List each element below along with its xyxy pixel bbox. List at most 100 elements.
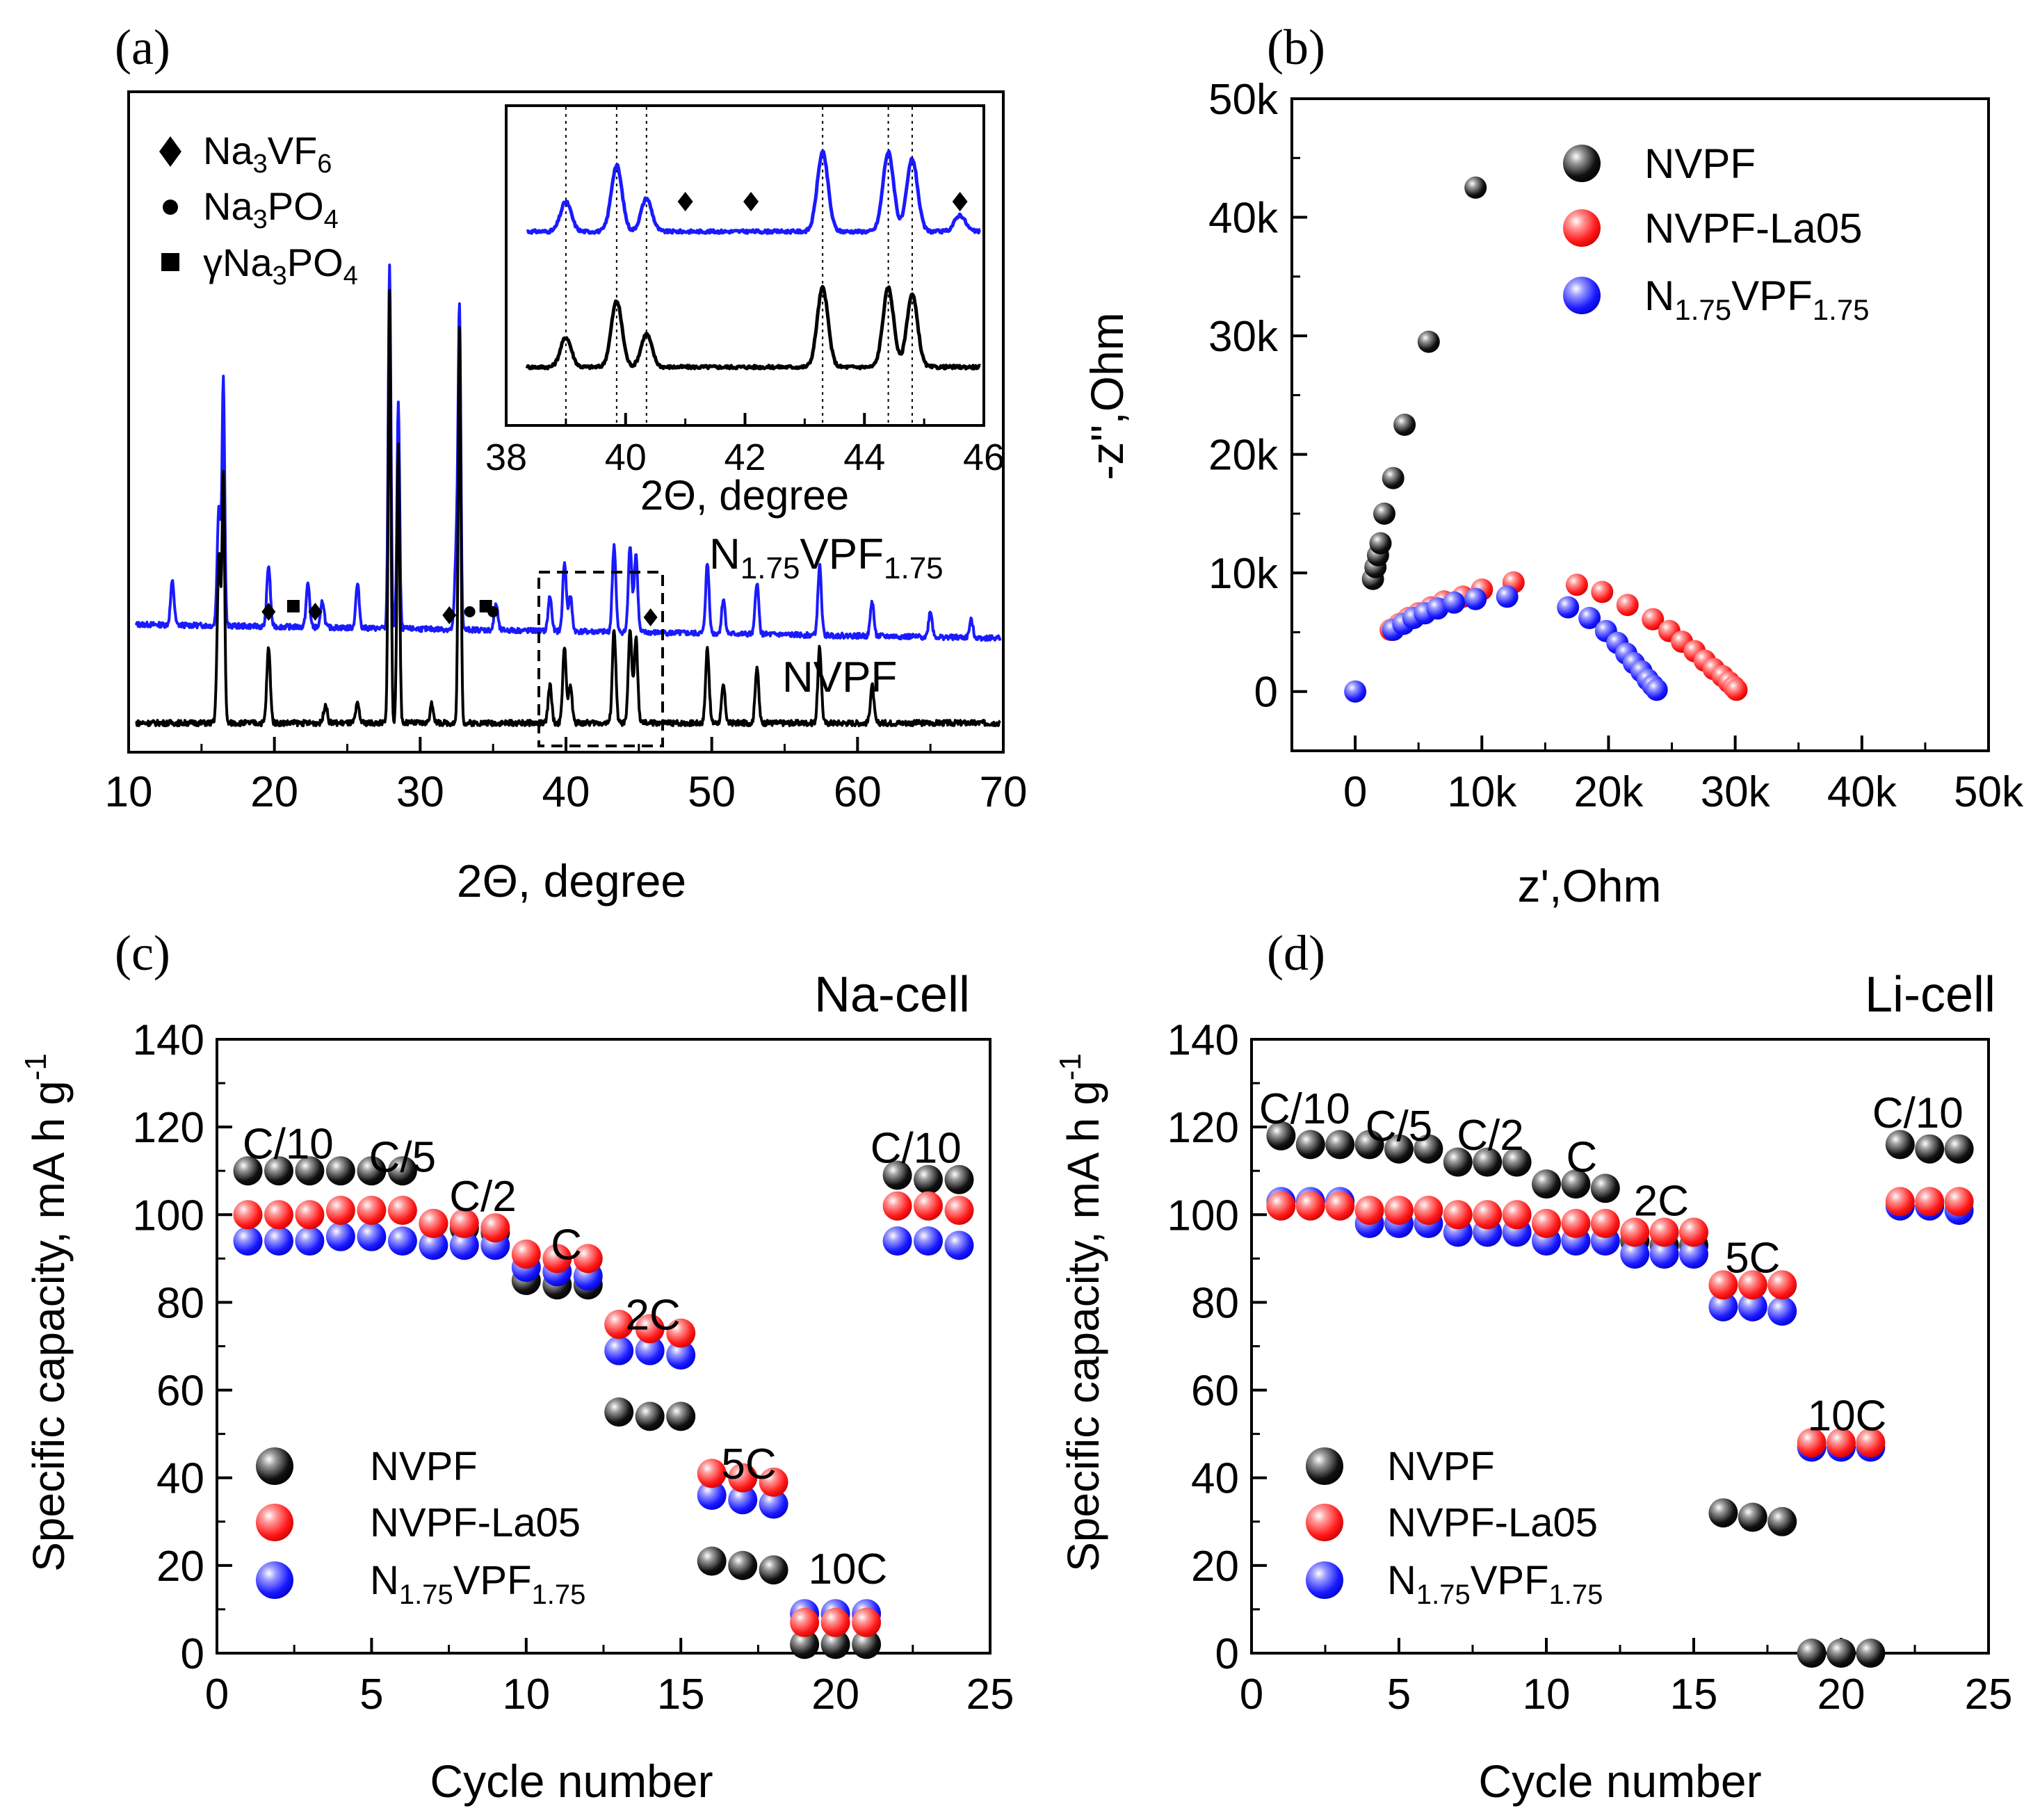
point-nvpf-la05 [1856,1428,1886,1458]
y-tick-label: 120 [133,1104,204,1152]
point-nvpf [666,1401,696,1431]
panel-c-label: (c) [115,925,170,981]
rate-label: C [551,1221,582,1269]
phase-diamond-marker [643,608,658,626]
point-nvpf-la05 [1767,1270,1797,1300]
point-nvpf [604,1397,634,1427]
panel-a-series-label-n175: N1.75VPF1.75 [709,530,944,585]
legend-n175-marker [1563,277,1601,314]
point-n1-75vpf1-75 [1649,1240,1679,1269]
point-n1-75vpf1-75 [1767,1297,1797,1326]
rate-label: 2C [1634,1177,1689,1225]
inset-diamond-marker [952,192,968,211]
point-nvpf-la05 [480,1213,510,1243]
point-nvpf [1295,1130,1325,1160]
y-tick-label: 20k [1208,432,1279,480]
point-nvpf-la05 [1642,608,1665,631]
y-tick-label: 30k [1208,313,1279,361]
point-nvpf-la05 [1708,1270,1738,1300]
y-tick-label: 140 [1167,1016,1239,1064]
y-tick-label: 0 [1254,669,1278,717]
point-nvpf-la05 [1443,1200,1473,1230]
point-n1-75vpf1-75 [759,1489,788,1519]
point-nvpf-la05 [1295,1191,1325,1221]
point-nvpf [820,1630,850,1659]
panel-c-y-label: Specific capacity, mA h g-1 [19,1053,74,1572]
point-nvpf [295,1156,325,1186]
point-nvpf [1417,330,1440,353]
panel-b-points [1344,176,1748,703]
panel-c-axes: 0 5 10 15 20 25 0 20 40 60 80 100 120 140 [133,1016,1014,1719]
inset-x-tick-label: 46 [963,437,1005,478]
point-nvpf-la05 [264,1200,293,1230]
inset-frame [505,104,985,427]
panel-d-axes: 0 5 10 15 20 25 0 20 40 60 80 100 120 140 [1167,1016,2013,1719]
y-tick-label: 100 [1167,1192,1239,1240]
point-nvpf-la05 [728,1463,758,1493]
legend-circle-marker [163,200,178,215]
inset-diamond-marker [743,192,759,211]
panel-d-legend: NVPF NVPF-La05 N1.75VPF1.75 [1306,1444,1603,1610]
x-tick-label: 5 [1387,1671,1411,1719]
point-nvpf [357,1156,387,1186]
point-nvpf [233,1156,263,1186]
x-tick-label: 0 [1343,768,1367,816]
point-nvpf [1944,1134,1974,1164]
point-nvpf [728,1550,758,1580]
panel-a-inset: 38 40 42 44 46 2Θ, degree [485,104,1005,519]
point-nvpf [1464,176,1487,199]
point-nvpf [1708,1498,1738,1528]
rate-label: 5C [1725,1234,1780,1282]
point-nvpf-la05 [1590,1208,1620,1238]
point-nvpf-la05 [1738,1270,1767,1300]
point-nvpf-la05 [1565,574,1588,596]
panel-d-points [1266,1121,1974,1668]
point-n1-75vpf1-75 [1708,1292,1738,1322]
point-nvpf [944,1164,974,1194]
y-tick-label: 40 [156,1455,204,1503]
panel-a-x-ticks: 10 20 30 40 50 60 70 [105,737,1027,816]
point-nvpf-la05 [542,1244,572,1274]
point-nvpf-la05 [1725,679,1748,701]
x-tick-label: 10 [502,1671,550,1719]
point-nvpf [1915,1134,1945,1164]
y-tick-label: 0 [181,1630,204,1678]
x-tick-label: 10k [1447,768,1517,816]
point-nvpf-la05 [511,1240,541,1269]
rate-label: 2C [626,1291,681,1339]
point-nvpf [1590,1173,1620,1203]
point-nvpf-la05 [1915,1187,1945,1217]
panel-b-label: (b) [1267,19,1325,75]
point-nvpf [264,1156,293,1186]
point-nvpf [1502,1147,1532,1177]
point-n1-75vpf1-75 [635,1335,665,1365]
point-n1-75vpf1-75 [1344,680,1367,703]
x-tick-label: 5 [359,1671,383,1719]
x-tick-label: 0 [205,1671,229,1719]
x-tick-label: 10 [105,768,153,816]
point-nvpf [852,1630,882,1659]
point-n1-75vpf1-75 [357,1221,387,1251]
point-nvpf [1532,1169,1561,1199]
point-nvpf-la05 [295,1200,325,1230]
point-nvpf-la05 [852,1607,882,1637]
pattern-n1-75vpf1-75 [134,263,1002,642]
legend-n175: N1.75VPF1.75 [1644,273,1870,326]
legend-la05: NVPF-La05 [1644,205,1862,252]
inset-pattern-nvpf [525,284,982,371]
point-nvpf [635,1401,665,1431]
panel-b-frame [1290,97,1990,752]
panel-d: (d) 0 5 10 15 20 25 0 20 40 60 80 100 120 140 Li-cell… [1053,925,2012,1807]
panel-a-series-label-nvpf: NVPF [782,653,897,701]
legend-la05: NVPF-La05 [370,1500,581,1545]
point-nvpf-la05 [1414,1196,1443,1225]
point-nvpf-la05 [325,1196,355,1225]
point-nvpf-la05 [635,1314,665,1344]
point-nvpf [325,1156,355,1186]
panel-b-x-label: z',Ohm [1518,860,1662,911]
legend-nvpf: NVPF [1387,1444,1495,1489]
point-nvpf-la05 [1620,1217,1650,1247]
point-nvpf [914,1164,943,1194]
point-n1-75vpf1-75 [1620,1240,1650,1269]
legend-nvpf: NVPF [370,1444,478,1489]
